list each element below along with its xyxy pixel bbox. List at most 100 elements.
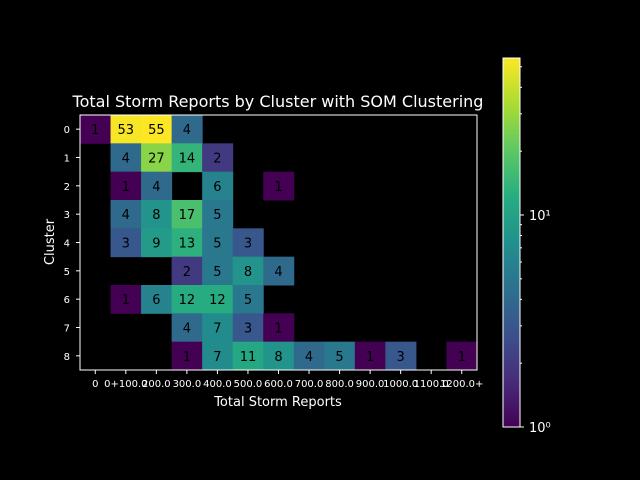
y-tick-label: 7	[64, 324, 70, 335]
heatmap-cell	[171, 115, 203, 144]
cell-value-label: 8	[152, 208, 160, 223]
x-tick-label: 800.0	[325, 379, 354, 390]
x-tick-label: 1000.0	[383, 379, 418, 390]
y-tick-label: 8	[64, 352, 70, 363]
heatmap-cell	[202, 256, 234, 286]
cell-value-label: 27	[148, 152, 165, 167]
y-tick-label: 5	[64, 267, 70, 278]
cell-value-label: 1	[274, 180, 282, 195]
cell-value-label: 8	[244, 265, 252, 280]
heatmap-cell	[171, 200, 203, 229]
cell-value-label: 14	[179, 152, 196, 167]
chart-title: Total Storm Reports by Cluster with SOM …	[72, 92, 484, 111]
cell-value-label: 17	[179, 208, 196, 223]
cell-value-label: 5	[213, 237, 221, 252]
cell-value-label: 3	[122, 237, 130, 252]
x-tick-label: 400.0	[203, 379, 232, 390]
y-tick-label: 6	[64, 295, 70, 306]
cell-value-label: 1	[122, 180, 130, 195]
cell-value-label: 6	[213, 180, 221, 195]
heatmap-cell	[171, 285, 203, 314]
heatmap-cell	[141, 171, 173, 201]
cell-value-label: 4	[152, 180, 160, 195]
colorbar-tick-label: 10¹	[529, 209, 551, 224]
y-axis-label: Cluster	[43, 218, 58, 265]
cell-value-label: 5	[335, 350, 343, 365]
heatmap-cell	[110, 143, 142, 173]
heatmap-cells	[80, 115, 478, 371]
y-tick-label: 4	[64, 239, 70, 250]
cell-value-label: 1	[366, 350, 374, 365]
cell-value-label: 53	[118, 123, 135, 138]
heatmap-cell	[202, 143, 234, 173]
heatmap-cell	[80, 115, 112, 144]
colorbar-frame	[502, 57, 521, 428]
heatmap-cell	[141, 200, 173, 229]
cell-value-label: 1	[122, 293, 130, 308]
colorbar-gradient	[503, 58, 520, 427]
cell-value-label: 11	[240, 350, 257, 365]
y-tick-label: 0	[64, 125, 70, 136]
cell-value-label: 3	[244, 237, 252, 252]
heatmap-cell	[171, 341, 203, 371]
cell-value-label: 1	[274, 322, 282, 337]
cell-value-label: 4	[122, 208, 130, 223]
x-tick-label: 1100.0	[414, 379, 449, 390]
heatmap-cell	[141, 228, 173, 258]
x-tick-label: 1200.0+	[440, 379, 483, 390]
heatmap-cell	[110, 200, 142, 229]
heatmap-cell	[202, 228, 234, 258]
heatmap-cell	[232, 285, 264, 314]
heatmap-cell	[202, 313, 234, 343]
cell-value-label: 5	[244, 293, 252, 308]
heatmap-cell	[202, 341, 234, 371]
cell-value-label: 1	[183, 350, 191, 365]
x-tick-label: 700.0	[295, 379, 324, 390]
cell-value-label: 9	[152, 237, 160, 252]
cell-value-label: 3	[397, 350, 405, 365]
cell-value-label: 4	[183, 322, 191, 337]
x-tick-label: 600.0	[264, 379, 293, 390]
cell-value-label: 6	[152, 293, 160, 308]
heatmap-cell	[293, 341, 325, 371]
colorbar-ticks: 10⁰ 10¹	[520, 66, 551, 436]
heatmap-cell	[110, 171, 142, 201]
cell-value-label: 1	[91, 123, 99, 138]
heatmap-cell	[110, 285, 142, 314]
y-tick-label: 1	[64, 154, 70, 165]
x-tick-label: 500.0	[234, 379, 263, 390]
x-tick-label: 900.0	[356, 379, 385, 390]
cell-value-label: 3	[244, 322, 252, 337]
y-tick-label: 3	[64, 210, 70, 221]
x-axis-label: Total Storm Reports	[213, 395, 342, 410]
heatmap-cell	[202, 200, 234, 229]
cell-value-label: 13	[179, 237, 196, 252]
heatmap-cell	[263, 171, 295, 201]
heatmap-cell	[110, 115, 142, 144]
heatmap-cell	[171, 313, 203, 343]
x-tick-label: 200.0	[142, 379, 171, 390]
cell-value-label: 1	[458, 350, 466, 365]
cell-value-label: 7	[213, 322, 221, 337]
heatmap-cell	[141, 115, 173, 144]
colorbar: 10⁰ 10¹	[502, 57, 551, 436]
cell-value-label: 4	[122, 152, 130, 167]
heatmap-cell	[324, 341, 356, 371]
cell-value-label: 8	[274, 350, 282, 365]
heatmap-cell	[232, 341, 264, 371]
y-tick-label: 2	[64, 182, 70, 193]
colorbar-tick-label: 10⁰	[529, 421, 551, 436]
x-tick-label: 300.0	[173, 379, 202, 390]
heatmap-cell	[171, 228, 203, 258]
y-axis-ticks: 0 1 2 3 4 5 6 7 8	[64, 125, 80, 363]
cell-value-label: 5	[213, 208, 221, 223]
cell-value-label: 12	[209, 293, 226, 308]
heatmap-cell	[385, 341, 417, 371]
heatmap-cell	[446, 341, 478, 371]
cell-value-label: 55	[148, 123, 165, 138]
cell-value-label: 12	[179, 293, 196, 308]
cell-value-label: 5	[213, 265, 221, 280]
heatmap-cell	[171, 256, 203, 286]
